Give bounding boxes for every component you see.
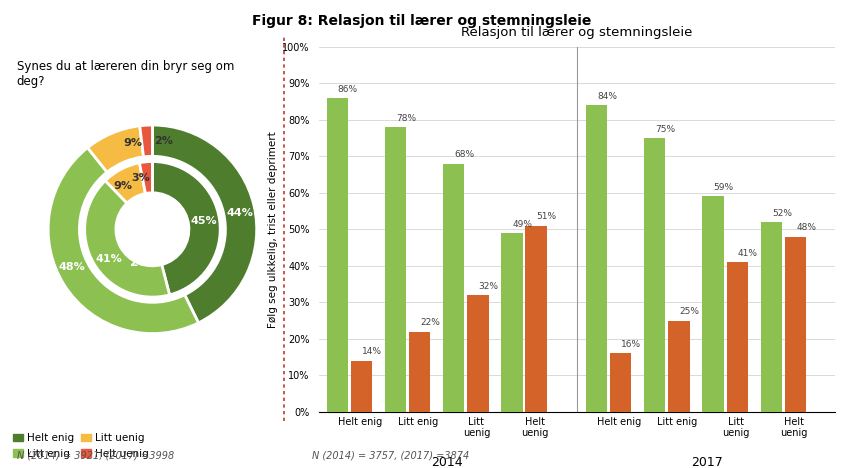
Text: 48%: 48% <box>59 262 86 272</box>
Text: 49%: 49% <box>513 219 533 228</box>
Wedge shape <box>140 125 153 157</box>
Text: 16%: 16% <box>621 340 642 349</box>
Text: 44%: 44% <box>226 208 253 218</box>
Text: Synes du at læreren din bryr seg om
deg?: Synes du at læreren din bryr seg om deg? <box>17 60 234 88</box>
Bar <box>384 127 406 412</box>
Text: N (2014) = 3757, (2017) =3874: N (2014) = 3757, (2017) =3874 <box>312 451 470 461</box>
Bar <box>702 197 724 412</box>
Text: 2014: 2014 <box>153 214 189 227</box>
Wedge shape <box>139 161 153 193</box>
Bar <box>760 222 782 412</box>
Text: 9%: 9% <box>124 138 142 148</box>
Bar <box>644 138 665 412</box>
Bar <box>443 164 464 412</box>
Text: 52%: 52% <box>772 209 792 218</box>
Bar <box>467 295 489 412</box>
Text: 41%: 41% <box>96 254 123 263</box>
Wedge shape <box>48 147 198 334</box>
Bar <box>727 262 748 412</box>
Text: 75%: 75% <box>655 124 675 134</box>
Text: 32%: 32% <box>479 282 498 291</box>
Bar <box>502 233 523 412</box>
Text: 22%: 22% <box>421 318 440 327</box>
Wedge shape <box>153 161 220 295</box>
Text: 78%: 78% <box>396 114 416 123</box>
Wedge shape <box>84 181 169 297</box>
Text: 9%: 9% <box>114 181 132 191</box>
Text: 2017: 2017 <box>690 456 722 468</box>
Text: Figur 8: Relasjon til lærer og stemningsleie: Figur 8: Relasjon til lærer og stemnings… <box>252 14 591 28</box>
Text: 14%: 14% <box>362 347 382 356</box>
Text: 59%: 59% <box>714 183 733 192</box>
Text: 2014: 2014 <box>432 456 463 468</box>
Text: 45%: 45% <box>191 216 217 226</box>
Bar <box>610 353 631 412</box>
Bar <box>586 105 607 412</box>
Text: 41%: 41% <box>738 249 758 258</box>
Wedge shape <box>88 126 143 172</box>
Text: 51%: 51% <box>537 212 557 221</box>
Title: Relasjon til lærer og stemningsleie: Relasjon til lærer og stemningsleie <box>461 26 693 39</box>
Bar <box>409 331 430 412</box>
Text: 48%: 48% <box>796 223 816 232</box>
Text: 86%: 86% <box>338 85 358 94</box>
Bar <box>351 361 372 412</box>
Text: 68%: 68% <box>454 150 475 159</box>
Text: 3%: 3% <box>132 174 150 183</box>
Text: 2%: 2% <box>154 136 173 146</box>
Text: N (2014) = 3921, (2017) =3998: N (2014) = 3921, (2017) =3998 <box>17 451 175 461</box>
Bar <box>785 237 806 412</box>
Text: 84%: 84% <box>597 92 617 101</box>
Legend: Helt enig, Litt enig, Litt uenig, Helt uenig: Helt enig, Litt enig, Litt uenig, Helt u… <box>8 429 153 463</box>
Bar <box>326 98 348 412</box>
Text: 25%: 25% <box>679 307 700 316</box>
Y-axis label: Følg seg ulkkelig, trist eller deprimert: Følg seg ulkkelig, trist eller deprimert <box>268 131 278 328</box>
Bar <box>668 321 690 412</box>
Wedge shape <box>105 163 146 203</box>
Text: 2017: 2017 <box>130 256 164 269</box>
Bar <box>525 226 547 412</box>
Wedge shape <box>153 125 257 323</box>
